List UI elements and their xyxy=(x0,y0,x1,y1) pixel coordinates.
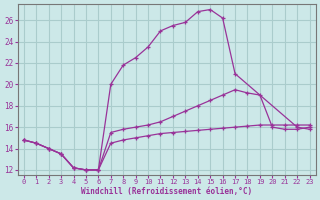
X-axis label: Windchill (Refroidissement éolien,°C): Windchill (Refroidissement éolien,°C) xyxy=(81,187,252,196)
